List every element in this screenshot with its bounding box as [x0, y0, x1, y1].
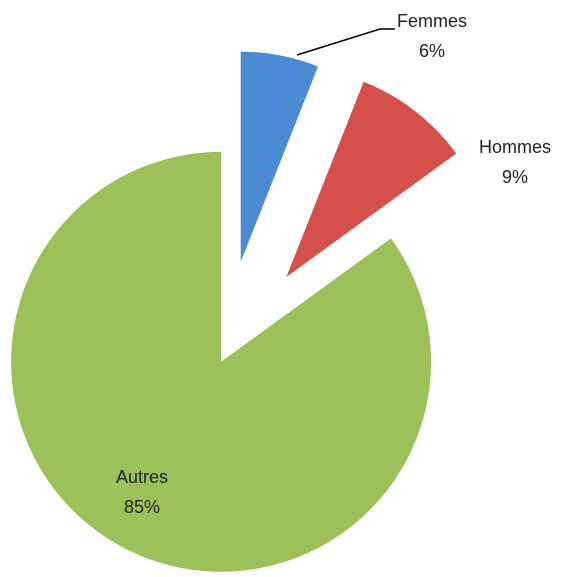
pie-slice [286, 81, 457, 278]
slice-value-label: 85% [124, 497, 160, 517]
slice-value-label: 9% [502, 167, 528, 187]
pie-slice [240, 51, 319, 262]
slice-value-label: 6% [419, 41, 445, 61]
pie-slice [11, 151, 432, 572]
slice-category-label: Autres [116, 467, 168, 487]
slice-category-label: Hommes [479, 137, 551, 157]
leader-line [296, 28, 395, 56]
slice-category-label: Femmes [397, 11, 467, 31]
